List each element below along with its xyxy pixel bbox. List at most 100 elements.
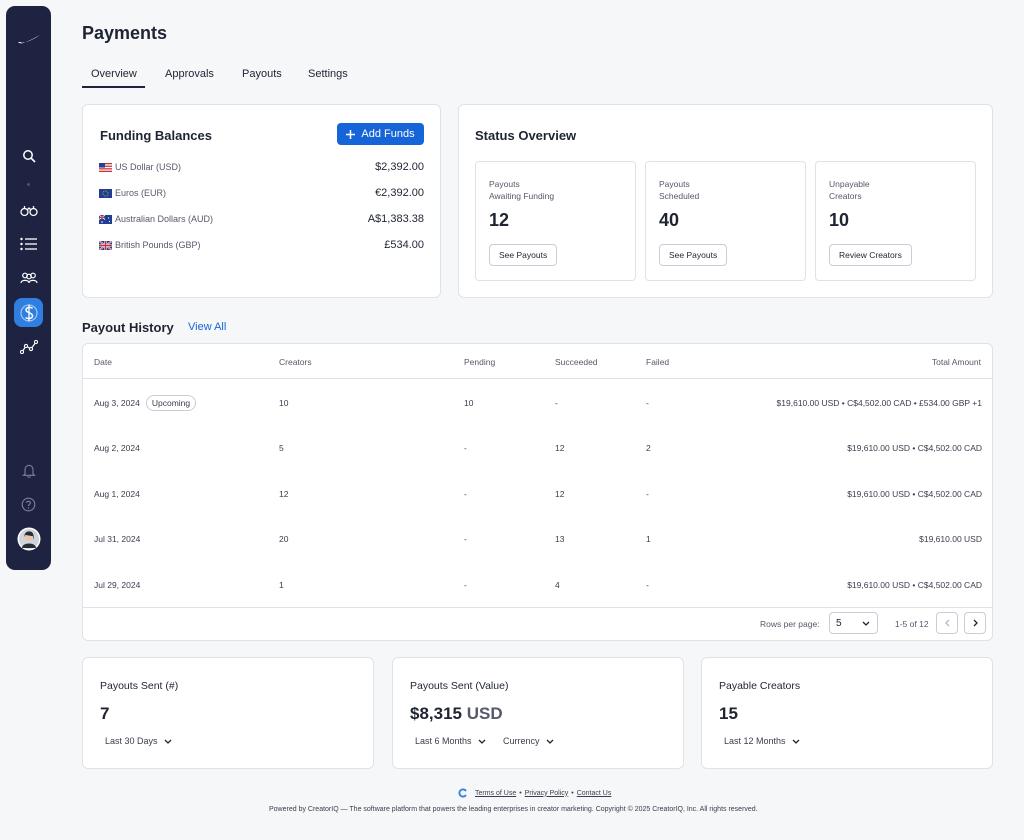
see-payouts-button[interactable]: See Payouts: [659, 244, 728, 266]
tab-overview[interactable]: Overview: [91, 68, 137, 80]
footer-separator: •: [571, 789, 574, 797]
au-flag-icon: [99, 215, 112, 224]
gb-flag-icon: [99, 241, 112, 250]
table-row[interactable]: Jul 31, 2024 20 - 13 1 $19,610.00 USD: [83, 516, 993, 561]
cell-pending: -: [464, 580, 467, 590]
cell-total-amount: $19,610.00 USD • C$4,502.00 CAD • £534.0…: [776, 398, 982, 408]
column-header-date[interactable]: Date: [94, 357, 112, 367]
dollar-icon[interactable]: [14, 298, 43, 327]
currency-dropdown[interactable]: Currency: [503, 736, 554, 746]
cell-failed: -: [646, 489, 649, 499]
table-row[interactable]: Jul 29, 2024 1 - 4 - $19,610.00 USD • C$…: [83, 562, 993, 607]
balance-amount: £534.00: [384, 239, 424, 251]
rows-per-page-value: 5: [836, 618, 842, 629]
cell-date: Jul 29, 2024: [94, 580, 141, 590]
column-header-creators[interactable]: Creators: [279, 357, 312, 367]
stat-label: Unpayable Creators: [829, 178, 870, 202]
stat-label-line2: Scheduled: [659, 191, 700, 201]
funding-balances-title: Funding Balances: [100, 128, 212, 143]
cell-total-amount: $19,610.00 USD • C$4,502.00 CAD: [847, 489, 982, 499]
cell-succeeded: 13: [555, 534, 565, 544]
cell-total-amount: $19,610.00 USD • C$4,502.00 CAD: [847, 580, 982, 590]
cell-succeeded: -: [555, 398, 558, 408]
last-12-months-dropdown[interactable]: Last 12 Months: [724, 736, 800, 746]
dropdown-label: Last 12 Months: [724, 736, 786, 746]
stat-label-line1: Payouts: [659, 179, 690, 189]
last-6-months-dropdown[interactable]: Last 6 Months: [415, 736, 486, 746]
tab-approvals[interactable]: Approvals: [165, 68, 214, 80]
active-tab-indicator: [82, 86, 145, 88]
balance-currency-name: British Pounds (GBP): [115, 240, 201, 250]
column-header-succeeded[interactable]: Succeeded: [555, 357, 598, 367]
status-overview-title: Status Overview: [475, 128, 577, 143]
payable-creators-card: Payable Creators 15 Last 12 Months: [701, 657, 993, 769]
stat-value: 12: [489, 210, 510, 230]
balance-currency-name: US Dollar (USD): [115, 162, 182, 172]
cell-creators: 5: [279, 443, 284, 453]
cell-date: Aug 3, 2024 Upcoming: [94, 395, 197, 411]
review-creators-button[interactable]: Review Creators: [829, 244, 912, 266]
column-header-failed[interactable]: Failed: [646, 357, 670, 367]
stat-unpayable-creators: Unpayable Creators 10 Review Creators: [815, 161, 976, 281]
stat-label-line2: Creators: [829, 191, 862, 201]
search-icon[interactable]: [14, 141, 43, 170]
tab-settings[interactable]: Settings: [308, 68, 348, 80]
cell-succeeded: 12: [555, 489, 565, 499]
footer-separator: •: [519, 789, 522, 797]
cell-pending: -: [464, 443, 467, 453]
summary-title: Payable Creators: [719, 680, 801, 692]
cell-total-amount: $19,610.00 USD: [919, 534, 982, 544]
cell-creators: 10: [279, 398, 289, 408]
column-header-total-amount[interactable]: Total Amount: [931, 357, 981, 367]
table-row[interactable]: Aug 3, 2024 Upcoming 10 10 - - $19,610.00…: [83, 380, 993, 425]
pagination-range: 1-5 of 12: [895, 619, 929, 629]
privacy-policy-link[interactable]: Privacy Policy: [524, 789, 569, 797]
add-funds-button[interactable]: Add Funds: [337, 123, 424, 145]
upcoming-badge: Upcoming: [145, 395, 197, 411]
sidebar: [6, 6, 51, 570]
binoculars-icon[interactable]: [14, 196, 43, 225]
stat-label: Payouts Scheduled: [659, 178, 699, 202]
footer-copyright: Powered by CreatorIQ — The software plat…: [269, 806, 758, 813]
date-text: Aug 3, 2024: [94, 398, 140, 408]
stat-value: 10: [829, 210, 850, 230]
column-header-pending[interactable]: Pending: [464, 357, 496, 367]
cell-failed: -: [646, 580, 649, 590]
people-icon[interactable]: [14, 263, 43, 292]
chevron-down-icon: [478, 739, 485, 744]
see-payouts-button[interactable]: See Payouts: [489, 244, 558, 266]
logo-swoosh-icon[interactable]: [14, 24, 43, 53]
analytics-icon[interactable]: [14, 332, 43, 361]
help-icon[interactable]: [14, 490, 43, 519]
chevron-down-icon: [792, 739, 800, 744]
summary-value-number: $8,315: [410, 704, 462, 723]
balance-currency-name: Euros (EUR): [115, 188, 167, 198]
avatar[interactable]: [14, 524, 43, 553]
contact-us-link[interactable]: Contact Us: [576, 789, 612, 797]
add-funds-label: Add Funds: [361, 128, 415, 140]
last-30-days-dropdown[interactable]: Last 30 Days: [105, 736, 172, 746]
previous-page-button[interactable]: [936, 612, 958, 634]
tab-payouts[interactable]: Payouts: [242, 68, 282, 80]
rows-per-page-select[interactable]: 5: [829, 612, 878, 634]
table-row[interactable]: Aug 1, 2024 12 - 12 - $19,610.00 USD • C…: [83, 471, 993, 516]
balance-amount: A$1,383.38: [367, 213, 424, 225]
chevron-left-icon: [944, 619, 949, 627]
view-all-link[interactable]: View All: [188, 321, 227, 333]
plus-icon: [346, 129, 356, 139]
table-row[interactable]: Aug 2, 2024 5 - 12 2 $19,610.00 USD • C$…: [83, 425, 993, 470]
terms-of-use-link[interactable]: Terms of Use: [475, 789, 517, 797]
stat-label-line1: Unpayable: [829, 179, 870, 189]
balance-amount: $2,392.00: [375, 161, 424, 173]
cell-date: Jul 31, 2024: [94, 534, 141, 544]
cell-total-amount: $19,610.00 USD • C$4,502.00 CAD: [847, 443, 982, 453]
list-icon[interactable]: [14, 229, 43, 258]
cell-failed: -: [646, 398, 649, 408]
payouts-sent-value-card: Payouts Sent (Value) $8,315 USD Last 6 M…: [392, 657, 684, 769]
next-page-button[interactable]: [964, 612, 986, 634]
cell-date: Aug 1, 2024: [94, 489, 140, 499]
stat-awaiting-funding: Payouts Awaiting Funding 12 See Payouts: [475, 161, 636, 281]
bell-icon[interactable]: [14, 456, 43, 485]
balance-row-eur: Euros (EUR) €2,392.00: [99, 185, 424, 203]
